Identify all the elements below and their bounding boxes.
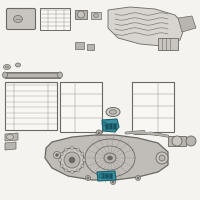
- Bar: [60, 82, 102, 132]
- FancyBboxPatch shape: [6, 8, 36, 29]
- Ellipse shape: [96, 130, 102, 136]
- Ellipse shape: [16, 63, 21, 67]
- Polygon shape: [108, 7, 185, 46]
- Ellipse shape: [6, 66, 8, 68]
- Ellipse shape: [60, 148, 84, 172]
- Ellipse shape: [94, 14, 98, 18]
- Ellipse shape: [76, 148, 79, 151]
- Polygon shape: [178, 16, 196, 32]
- Ellipse shape: [2, 72, 8, 78]
- Ellipse shape: [136, 176, 140, 180]
- Ellipse shape: [87, 177, 89, 179]
- Ellipse shape: [70, 170, 74, 173]
- Bar: [132, 82, 174, 132]
- Bar: [40, 8, 70, 30]
- Ellipse shape: [108, 156, 112, 160]
- Ellipse shape: [69, 157, 75, 163]
- Ellipse shape: [110, 180, 116, 184]
- Ellipse shape: [102, 122, 106, 126]
- Polygon shape: [45, 135, 168, 180]
- Ellipse shape: [64, 169, 68, 172]
- Ellipse shape: [98, 132, 100, 134]
- Ellipse shape: [4, 64, 10, 70]
- Bar: [75, 10, 87, 19]
- Bar: [158, 38, 178, 50]
- Ellipse shape: [137, 177, 139, 179]
- Bar: [87, 44, 94, 50]
- Polygon shape: [102, 119, 119, 132]
- Ellipse shape: [86, 176, 90, 180]
- Bar: [91, 12, 101, 19]
- Ellipse shape: [112, 181, 114, 183]
- Bar: [101, 173, 104, 178]
- Ellipse shape: [76, 169, 80, 172]
- Ellipse shape: [6, 134, 14, 140]
- Ellipse shape: [64, 148, 68, 151]
- Ellipse shape: [60, 164, 63, 168]
- Ellipse shape: [186, 136, 196, 146]
- Polygon shape: [5, 142, 16, 150]
- Ellipse shape: [78, 11, 84, 18]
- Bar: [5, 72, 60, 78]
- Ellipse shape: [156, 152, 168, 164]
- Ellipse shape: [56, 154, 58, 156]
- Ellipse shape: [58, 158, 62, 162]
- Ellipse shape: [64, 152, 80, 168]
- Ellipse shape: [106, 108, 120, 116]
- Ellipse shape: [70, 146, 74, 150]
- Ellipse shape: [110, 110, 116, 114]
- Ellipse shape: [81, 164, 84, 168]
- Bar: [109, 123, 112, 129]
- Ellipse shape: [104, 153, 116, 163]
- Ellipse shape: [60, 152, 63, 156]
- Bar: [109, 173, 112, 178]
- Ellipse shape: [54, 152, 60, 158]
- Polygon shape: [5, 133, 18, 141]
- Bar: [105, 123, 108, 129]
- Bar: [105, 173, 108, 178]
- Ellipse shape: [83, 158, 86, 162]
- Ellipse shape: [172, 136, 182, 146]
- Bar: [75, 42, 84, 49]
- Ellipse shape: [58, 72, 62, 78]
- Ellipse shape: [159, 155, 165, 161]
- Bar: [113, 123, 116, 129]
- Ellipse shape: [81, 152, 84, 156]
- Polygon shape: [97, 171, 116, 181]
- Ellipse shape: [14, 16, 22, 22]
- Bar: [5, 82, 57, 130]
- Bar: [168, 136, 186, 146]
- Ellipse shape: [99, 174, 103, 178]
